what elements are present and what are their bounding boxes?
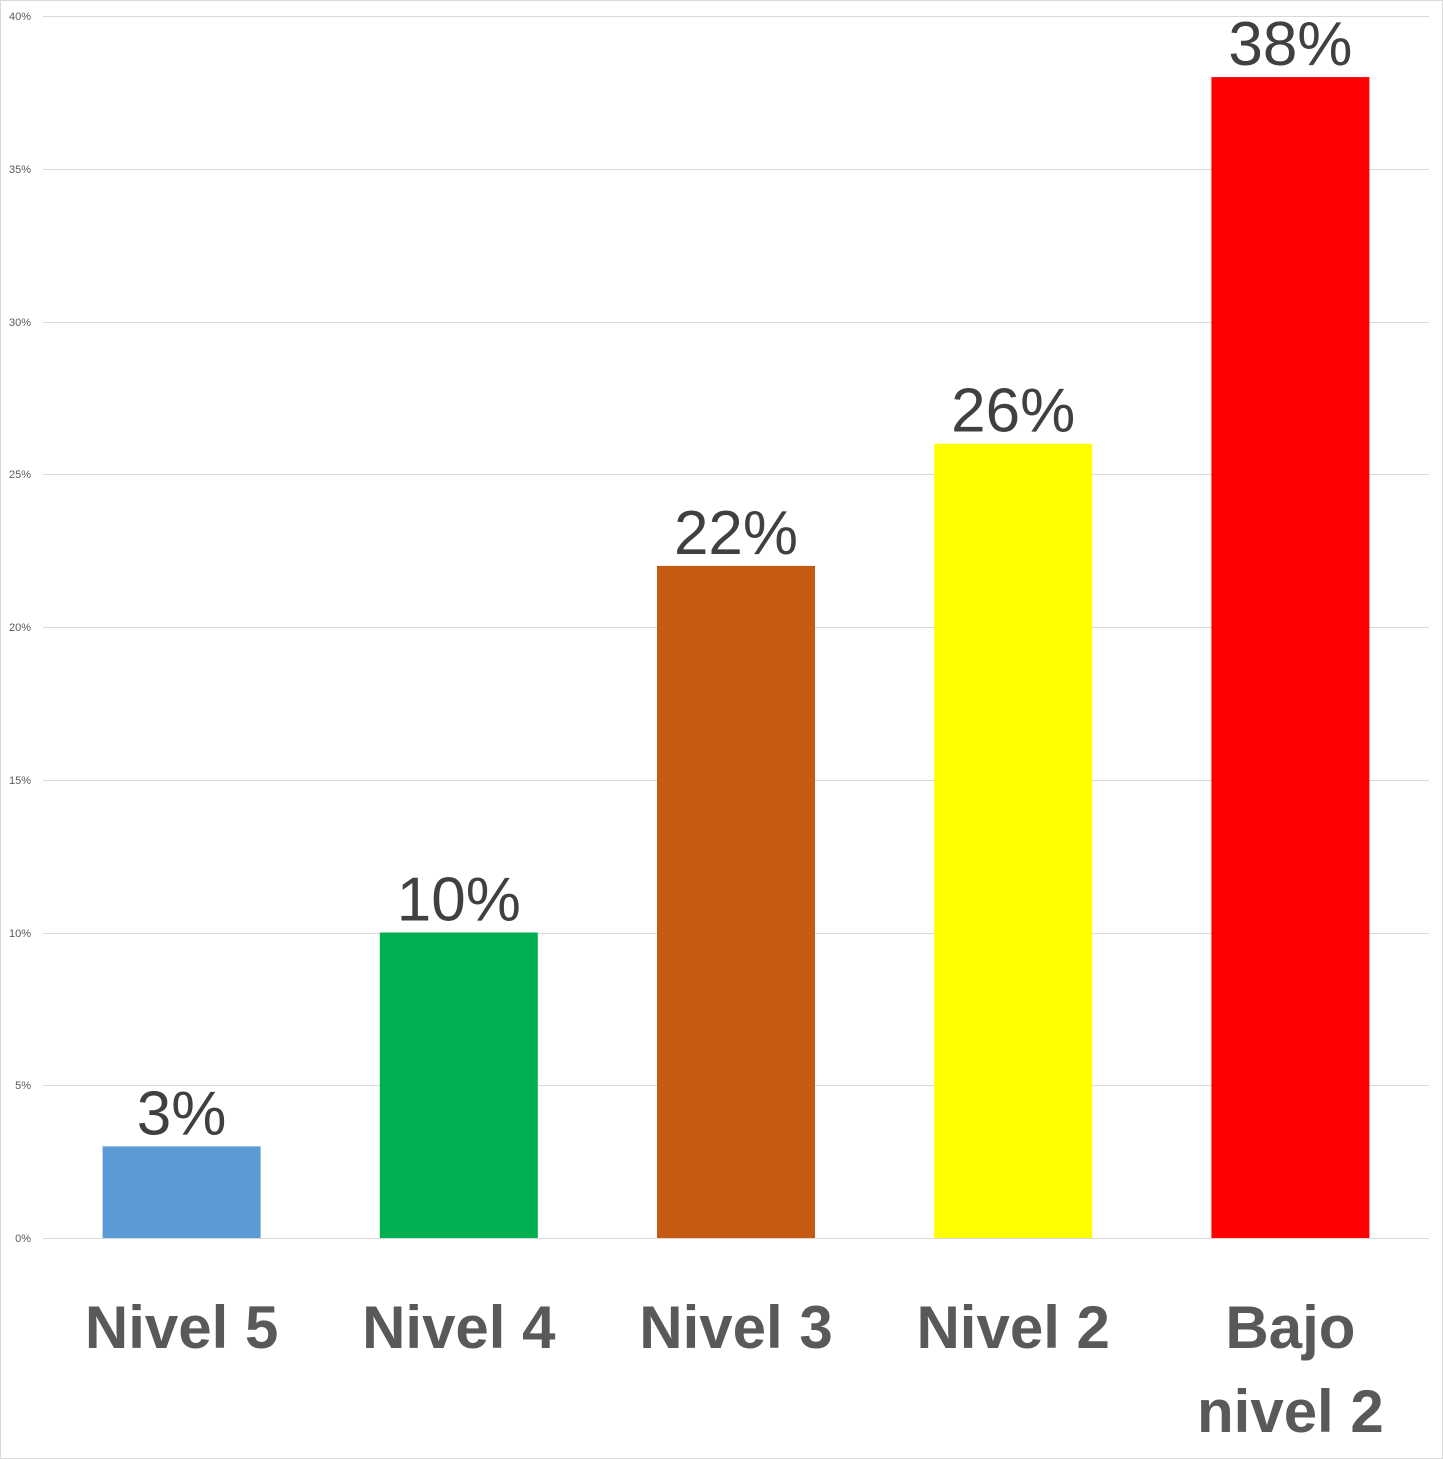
data-label: 26% — [951, 377, 1075, 446]
bar — [1211, 77, 1370, 1239]
bar — [657, 565, 815, 1238]
x-tick-label: Nivel 3 — [639, 1294, 832, 1361]
y-tick-label: 5% — [15, 1080, 31, 1092]
x-tick-label-line: Nivel 3 — [639, 1294, 832, 1361]
y-tick-label: 35% — [9, 164, 31, 176]
y-tick-label: 30% — [9, 317, 31, 329]
y-tick-label: 10% — [9, 928, 31, 940]
data-label: 10% — [397, 866, 521, 935]
data-label: 38% — [1228, 10, 1352, 79]
bar — [379, 932, 538, 1238]
x-tick-label: Bajo nivel 2 — [1197, 1294, 1384, 1445]
bar — [934, 443, 1093, 1238]
x-tick-label-line: Bajo — [1225, 1294, 1355, 1361]
x-tick-label-line: nivel 2 — [1197, 1378, 1384, 1445]
y-tick-label: 25% — [9, 469, 31, 481]
bar — [102, 1146, 261, 1238]
data-label: 22% — [674, 499, 798, 568]
x-axis-ticks: Nivel 5 Nivel 4 Nivel 3 Nivel 2 Bajo nivel 2 — [85, 1294, 1384, 1445]
y-tick-label: 20% — [9, 622, 31, 634]
y-axis-ticks: 0% 5% 10% 15% 20% 25% 30% 35% 40% — [9, 11, 31, 1245]
x-tick-label: Nivel 4 — [362, 1294, 556, 1361]
x-tick-label-line: Nivel 4 — [362, 1294, 556, 1361]
x-tick-label-line: Nivel 2 — [916, 1294, 1109, 1361]
x-tick-label: Nivel 2 — [916, 1294, 1109, 1361]
data-label: 3% — [137, 1079, 227, 1148]
y-tick-label: 15% — [9, 775, 31, 787]
y-tick-label: 0% — [15, 1233, 31, 1245]
data-labels: 3% 10% 22% 26% 38% — [137, 10, 1353, 1148]
y-tick-label: 40% — [9, 11, 31, 23]
bars — [102, 77, 1370, 1239]
x-tick-label-line: Nivel 5 — [85, 1294, 278, 1361]
x-tick-label: Nivel 5 — [85, 1294, 278, 1361]
